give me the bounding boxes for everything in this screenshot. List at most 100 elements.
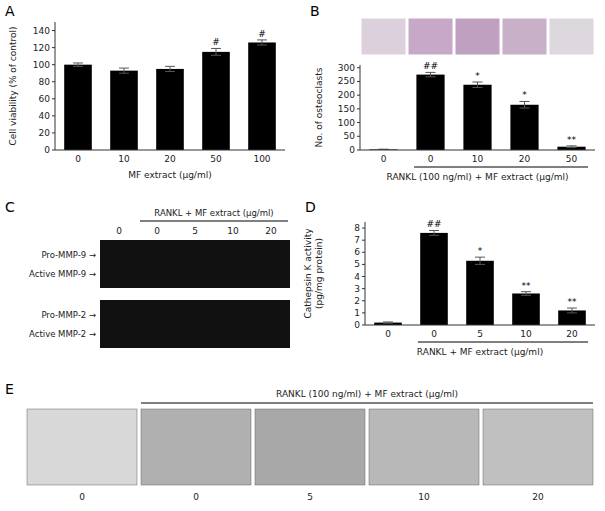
lane-label: 20	[532, 492, 544, 502]
panel-label: E	[5, 381, 14, 397]
error-bar	[567, 308, 577, 313]
y-tick-label: 3	[354, 284, 360, 294]
y-tick	[362, 312, 365, 313]
plot-area	[369, 72, 585, 150]
group-underline	[414, 167, 588, 168]
y-tick-label: 0	[44, 145, 50, 155]
figure: A0204060801001201400102050100##MF extrac…	[0, 0, 605, 511]
micrograph-placeholder	[455, 18, 500, 55]
error-bar	[475, 257, 485, 264]
significance-marker: *	[522, 90, 527, 100]
lane-label: 0	[154, 226, 160, 236]
y-tick-label: 100	[33, 60, 50, 70]
significance-marker: *	[478, 246, 483, 256]
bar	[110, 71, 138, 150]
error-bar	[519, 101, 529, 108]
x-tick-label: 20	[519, 154, 531, 164]
x-axis-label: RANKL + MF extract (μg/ml)	[417, 347, 543, 357]
bar	[512, 293, 540, 325]
error-bar	[257, 40, 267, 45]
panel-bar: B05010015020025030000102050##****RANKL (…	[310, 3, 595, 182]
y-tick	[362, 264, 365, 265]
bar	[248, 42, 276, 150]
plot-area	[374, 230, 586, 325]
y-axis	[360, 65, 361, 150]
x-axis-label: RANKL (100 ng/ml) + MF extract (μg/ml)	[387, 172, 569, 182]
plot-area	[64, 40, 276, 150]
y-axis	[365, 222, 366, 325]
group-underline	[140, 221, 288, 222]
error-bar	[119, 68, 129, 73]
panel-bar: D0123456780051020##*****RANKL + MF extra…	[303, 199, 596, 357]
error-bar	[566, 146, 576, 148]
y-tick-label: 140	[33, 26, 50, 36]
y-tick	[362, 252, 365, 253]
error-bar	[472, 82, 482, 87]
error-bar	[425, 72, 435, 76]
y-tick-label: 200	[338, 90, 355, 100]
y-tick-label: 0	[349, 145, 355, 155]
x-axis	[55, 150, 285, 151]
group-label: RANKL + MF extract (μg/ml)	[154, 208, 273, 218]
y-tick	[357, 67, 360, 68]
micrograph-placeholder	[502, 18, 547, 55]
y-tick	[52, 132, 55, 133]
x-axis	[360, 150, 595, 151]
y-tick	[362, 300, 365, 301]
lane-label: 20	[265, 226, 277, 236]
micrograph-placeholder	[408, 18, 453, 55]
micrograph-placeholder	[361, 18, 406, 55]
band-label: Active MMP-9 →	[29, 269, 96, 279]
y-tick-label: 8	[354, 223, 360, 233]
y-tick	[52, 81, 55, 82]
error-bar	[211, 48, 221, 55]
x-axis	[365, 325, 595, 326]
gel-strip	[100, 300, 290, 348]
gel-strip	[100, 240, 290, 288]
y-tick-label: 2	[354, 296, 360, 306]
x-tick-label: 20	[164, 154, 176, 164]
y-tick-label: 1	[354, 308, 360, 318]
y-tick-label: 250	[338, 76, 355, 86]
bar	[466, 261, 494, 325]
error-bar	[165, 66, 175, 71]
y-tick-label: 60	[39, 94, 51, 104]
x-tick-label: 100	[253, 154, 270, 164]
y-axis-label: No. of osteoclasts	[314, 67, 324, 147]
micrograph-placeholder	[369, 409, 479, 485]
bar	[156, 69, 184, 150]
y-tick-label: 5	[354, 259, 360, 269]
y-axis-label: Cathepsin K activity(pg/mg protein)	[303, 228, 324, 319]
y-tick	[52, 115, 55, 116]
x-axis-label: MF extract (μg/ml)	[128, 170, 211, 180]
x-tick-label: 0	[385, 329, 391, 339]
significance-marker: #	[212, 37, 220, 47]
group-underline	[141, 403, 593, 404]
y-tick	[362, 276, 365, 277]
y-tick	[357, 95, 360, 96]
error-bar	[73, 63, 83, 66]
x-tick-label: 50	[566, 154, 578, 164]
lane-label: 5	[192, 226, 198, 236]
y-tick-label: 300	[338, 63, 355, 73]
y-tick-label: 150	[338, 104, 355, 114]
micrograph-placeholder	[483, 409, 593, 485]
panel-label: B	[310, 3, 320, 19]
y-tick-label: 7	[354, 235, 360, 245]
significance-marker: **	[567, 135, 577, 145]
y-tick	[357, 122, 360, 123]
y-tick	[362, 228, 365, 229]
significance-marker: ##	[426, 219, 441, 229]
micrograph-placeholder	[27, 409, 137, 485]
y-tick-label: 6	[354, 247, 360, 257]
y-tick	[357, 108, 360, 109]
y-tick	[357, 150, 360, 151]
y-tick	[52, 47, 55, 48]
x-tick-label: 5	[477, 329, 483, 339]
y-tick	[362, 288, 365, 289]
y-tick-label: 100	[338, 118, 355, 128]
y-tick	[357, 136, 360, 137]
x-tick-label: 0	[428, 154, 434, 164]
micrograph-placeholder	[549, 18, 594, 55]
panel-images: ERANKL (100 ng/ml) + MF extract (μg/ml)0…	[5, 381, 593, 502]
